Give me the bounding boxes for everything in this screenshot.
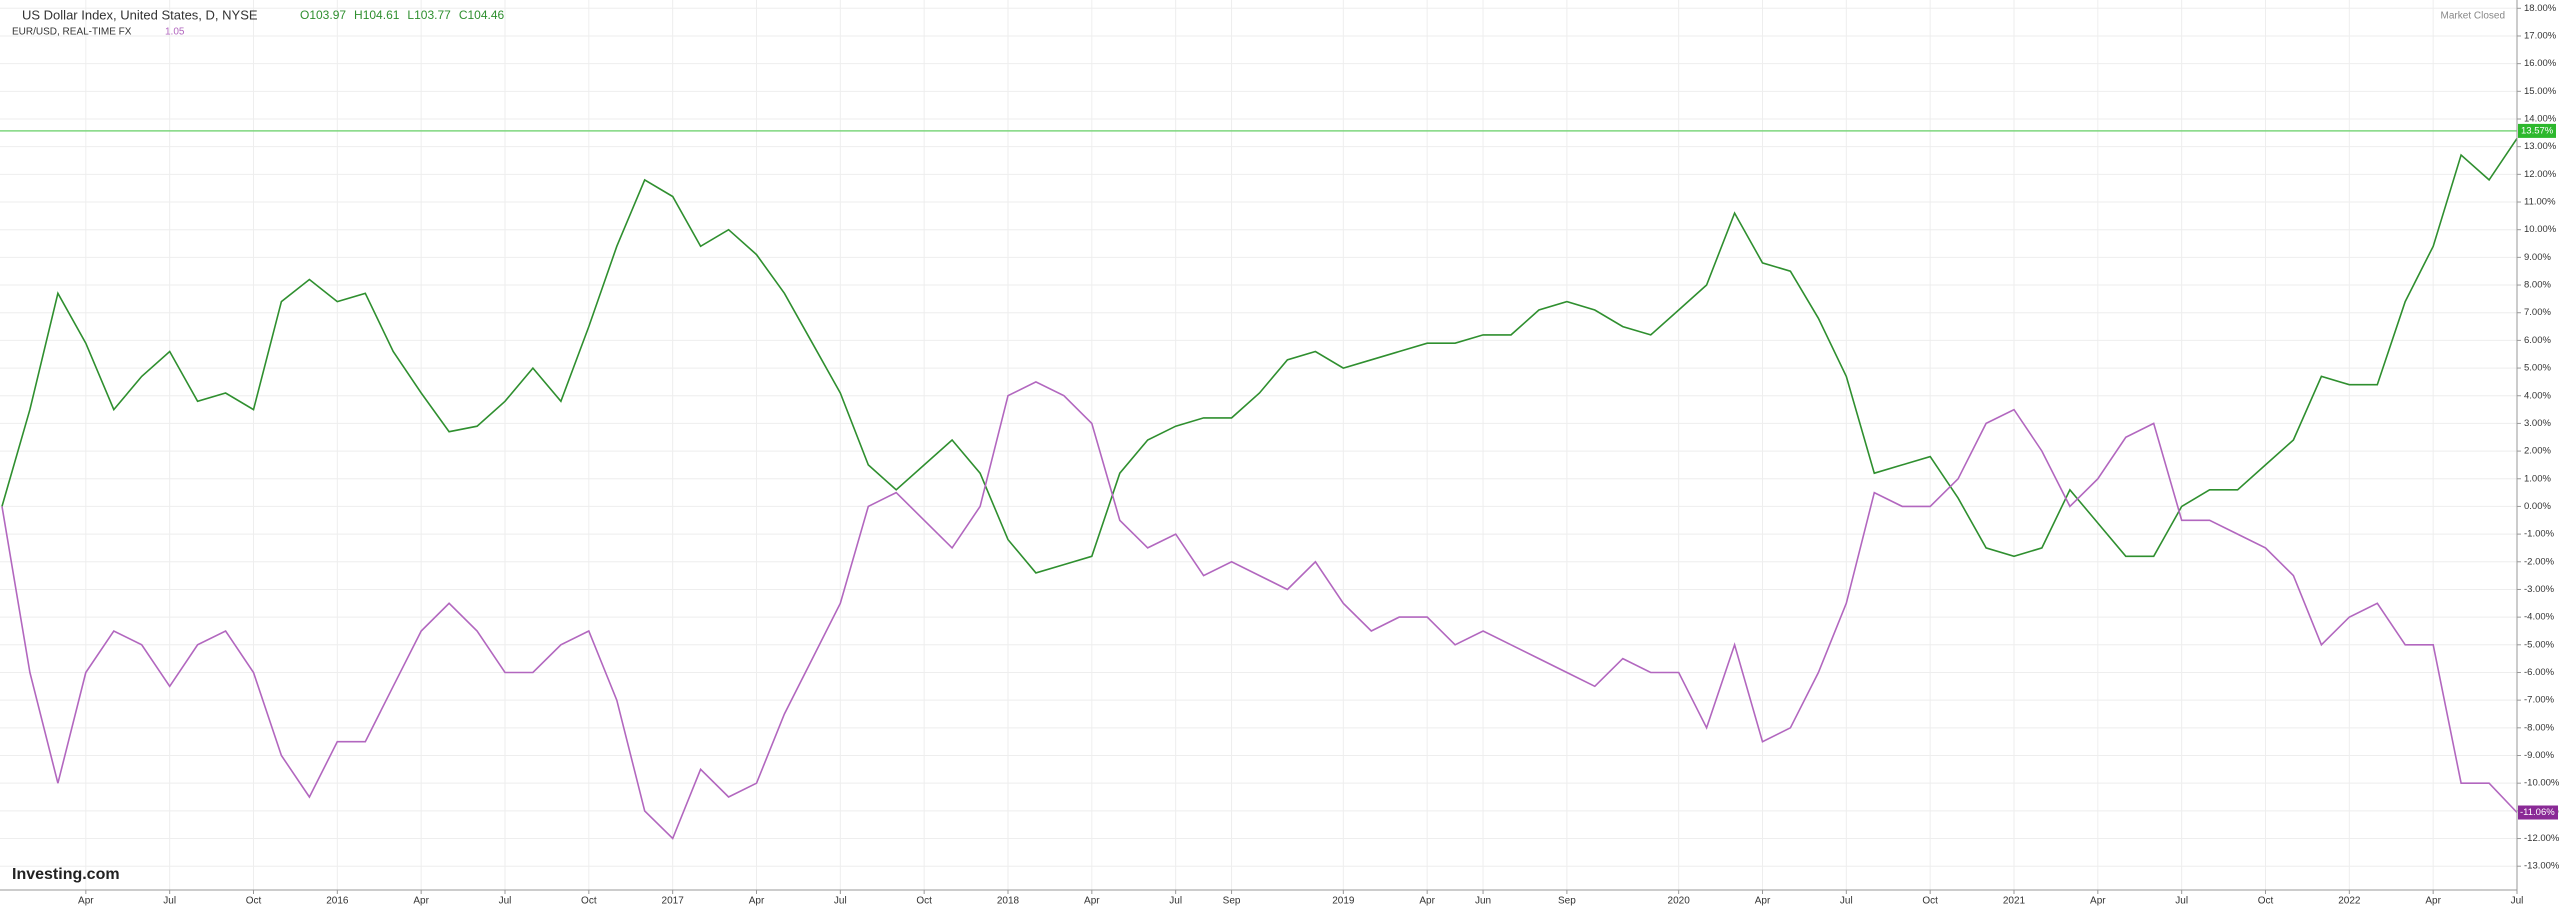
ohlc-value: H104.61 [354, 8, 400, 22]
y-tick-label: 11.00% [2524, 197, 2556, 208]
x-tick-label: Oct [246, 896, 262, 907]
x-tick-label: 2021 [2003, 896, 2026, 907]
y-tick-label: 6.00% [2524, 335, 2551, 346]
y-tick-label: 2.00% [2524, 446, 2551, 457]
y-tick-label: 10.00% [2524, 224, 2557, 235]
x-tick-label: Oct [916, 896, 932, 907]
market-status: Market Closed [2441, 11, 2505, 22]
y-tick-label: 18.00% [2524, 3, 2557, 14]
x-tick-label: Jul [834, 896, 847, 907]
overlay-price-tag [2518, 805, 2558, 820]
x-tick-label: Sep [1223, 896, 1241, 907]
y-tick-label: 5.00% [2524, 363, 2551, 374]
overlay-price-tag-label: -11.06% [2520, 807, 2555, 818]
x-tick-label: Apr [1419, 896, 1435, 907]
y-tick-label: -9.00% [2524, 750, 2555, 761]
x-tick-label: 2019 [1332, 896, 1355, 907]
y-tick-label: -8.00% [2524, 722, 2555, 733]
y-tick-label: 16.00% [2524, 58, 2557, 69]
y-tick-label: 3.00% [2524, 418, 2551, 429]
x-tick-label: Jun [1475, 896, 1491, 907]
ohlc-value: L103.77 [407, 8, 451, 22]
y-tick-label: 7.00% [2524, 307, 2551, 318]
y-tick-label: -10.00% [2524, 778, 2560, 789]
plot [0, 130, 2518, 840]
main-series-title: US Dollar Index, United States, D, NYSE [22, 7, 258, 22]
y-tick-label: 15.00% [2524, 86, 2557, 97]
x-tick-label: Jul [499, 896, 512, 907]
ohlc-value: O103.97 [300, 8, 346, 22]
x-tick-label: 2022 [2338, 896, 2361, 907]
x-tick-label: 2017 [662, 896, 685, 907]
overlay-series-title: EUR/USD, REAL-TIME FX [12, 27, 132, 38]
x-tick-label: Apr [1084, 896, 1100, 907]
x-tick-label: Apr [1755, 896, 1771, 907]
x-tick-label: Oct [2258, 896, 2274, 907]
x-tick-label: Apr [2090, 896, 2106, 907]
x-tick-label: Jul [2175, 896, 2188, 907]
x-tick-label: Apr [78, 896, 94, 907]
x-tick-label: 2020 [1668, 896, 1691, 907]
y-tick-label: 12.00% [2524, 169, 2557, 180]
x-tick-label: 2018 [997, 896, 1020, 907]
y-tick-label: 4.00% [2524, 390, 2551, 401]
x-tick-label: Oct [1922, 896, 1938, 907]
x-tick-label: 2016 [326, 896, 349, 907]
y-tick-label: -2.00% [2524, 556, 2555, 567]
series-line [1, 381, 2518, 840]
overlay-last-value: 1.05 [165, 27, 185, 38]
x-tick-label: Jul [1840, 896, 1853, 907]
x-tick-label: Apr [2425, 896, 2441, 907]
y-tick-label: 0.00% [2524, 501, 2551, 512]
y-tick-label: -6.00% [2524, 667, 2555, 678]
x-tick-label: Apr [413, 896, 429, 907]
watermark: Investing.com [12, 866, 120, 883]
y-tick-label: 17.00% [2524, 30, 2557, 41]
y-tick-label: 13.00% [2524, 141, 2557, 152]
grid [0, 0, 2518, 890]
y-tick-label: 9.00% [2524, 252, 2551, 263]
y-tick-label: 8.00% [2524, 280, 2551, 291]
y-tick-label: -5.00% [2524, 639, 2555, 650]
ohlc-value: C104.46 [459, 8, 505, 22]
price-tag-label: 13.57% [2521, 125, 2554, 136]
x-tick-label: Jul [2511, 896, 2524, 907]
price-tag [2518, 123, 2556, 138]
y-tick-label: -4.00% [2524, 612, 2555, 623]
x-tick-label: Oct [581, 896, 597, 907]
y-tick-label: 1.00% [2524, 473, 2551, 484]
y-tick-label: -12.00% [2524, 833, 2560, 844]
y-tick-label: -13.00% [2524, 861, 2560, 872]
y-tick-label: -1.00% [2524, 529, 2555, 540]
y-tick-label: -7.00% [2524, 695, 2555, 706]
x-tick-label: Apr [749, 896, 765, 907]
series-line [1, 137, 2518, 574]
y-tick-label: 14.00% [2524, 114, 2557, 125]
y-tick-label: -3.00% [2524, 584, 2555, 595]
x-tick-label: Jul [1169, 896, 1182, 907]
x-tick-label: Jul [163, 896, 176, 907]
x-tick-label: Sep [1558, 896, 1576, 907]
